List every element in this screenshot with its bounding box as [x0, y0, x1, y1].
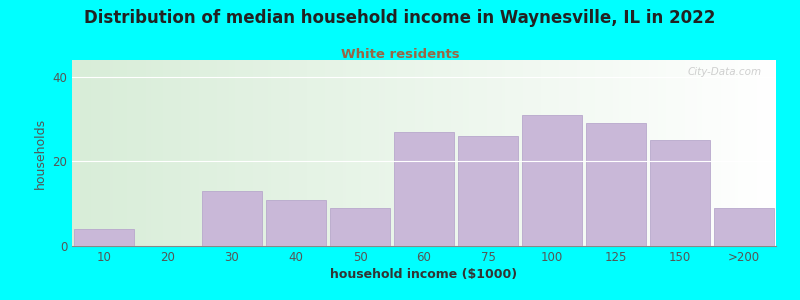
Text: Distribution of median household income in Waynesville, IL in 2022: Distribution of median household income … — [84, 9, 716, 27]
Bar — [522, 115, 582, 246]
Text: White residents: White residents — [341, 48, 459, 61]
Bar — [394, 132, 454, 246]
Bar — [650, 140, 710, 246]
Bar — [74, 229, 134, 246]
Bar — [266, 200, 326, 246]
Bar — [458, 136, 518, 246]
Bar — [202, 191, 262, 246]
Bar — [714, 208, 774, 246]
Text: City-Data.com: City-Data.com — [688, 68, 762, 77]
Bar — [586, 123, 646, 246]
Y-axis label: households: households — [34, 117, 46, 189]
Bar — [330, 208, 390, 246]
X-axis label: household income ($1000): household income ($1000) — [330, 268, 518, 281]
